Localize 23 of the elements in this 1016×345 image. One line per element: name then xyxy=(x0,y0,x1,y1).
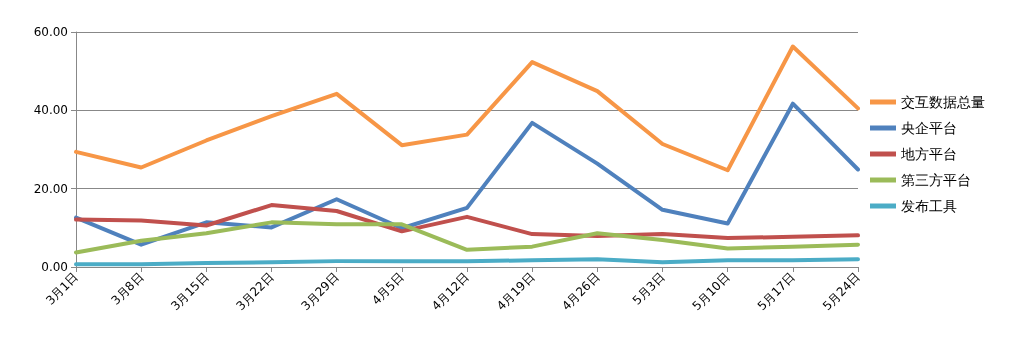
x-tick-label: 5月3日 xyxy=(629,270,668,308)
legend-label: 交互数据总量 xyxy=(901,94,985,110)
x-tick-label: 3月29日 xyxy=(298,270,342,314)
y-tick-label: 20.00 xyxy=(33,181,68,196)
y-tick-label: 60.00 xyxy=(33,25,68,39)
line-series xyxy=(74,44,860,173)
x-tick-label: 4月26日 xyxy=(559,270,603,314)
x-tick-label: 3月22日 xyxy=(233,270,277,314)
legend-label: 地方平台 xyxy=(900,146,957,162)
line-series xyxy=(74,203,860,241)
x-tick-label: 4月5日 xyxy=(369,270,407,308)
x-tick-label: 4月12日 xyxy=(428,270,472,314)
x-tick-label: 5月17日 xyxy=(754,270,798,314)
x-tick-label: 4月19日 xyxy=(494,270,538,314)
line-series xyxy=(74,220,860,255)
x-tick-label: 3月8日 xyxy=(108,270,147,308)
x-tick-label: 5月24日 xyxy=(819,270,863,314)
legend-label: 第三方平台 xyxy=(901,172,971,188)
legend-label: 发布工具 xyxy=(901,198,957,214)
x-tick-label: 3月15日 xyxy=(168,270,212,314)
y-tick-label: 40.00 xyxy=(33,103,68,118)
x-tick-label: 5月10日 xyxy=(689,270,733,314)
legend-label: 央企平台 xyxy=(901,120,957,136)
